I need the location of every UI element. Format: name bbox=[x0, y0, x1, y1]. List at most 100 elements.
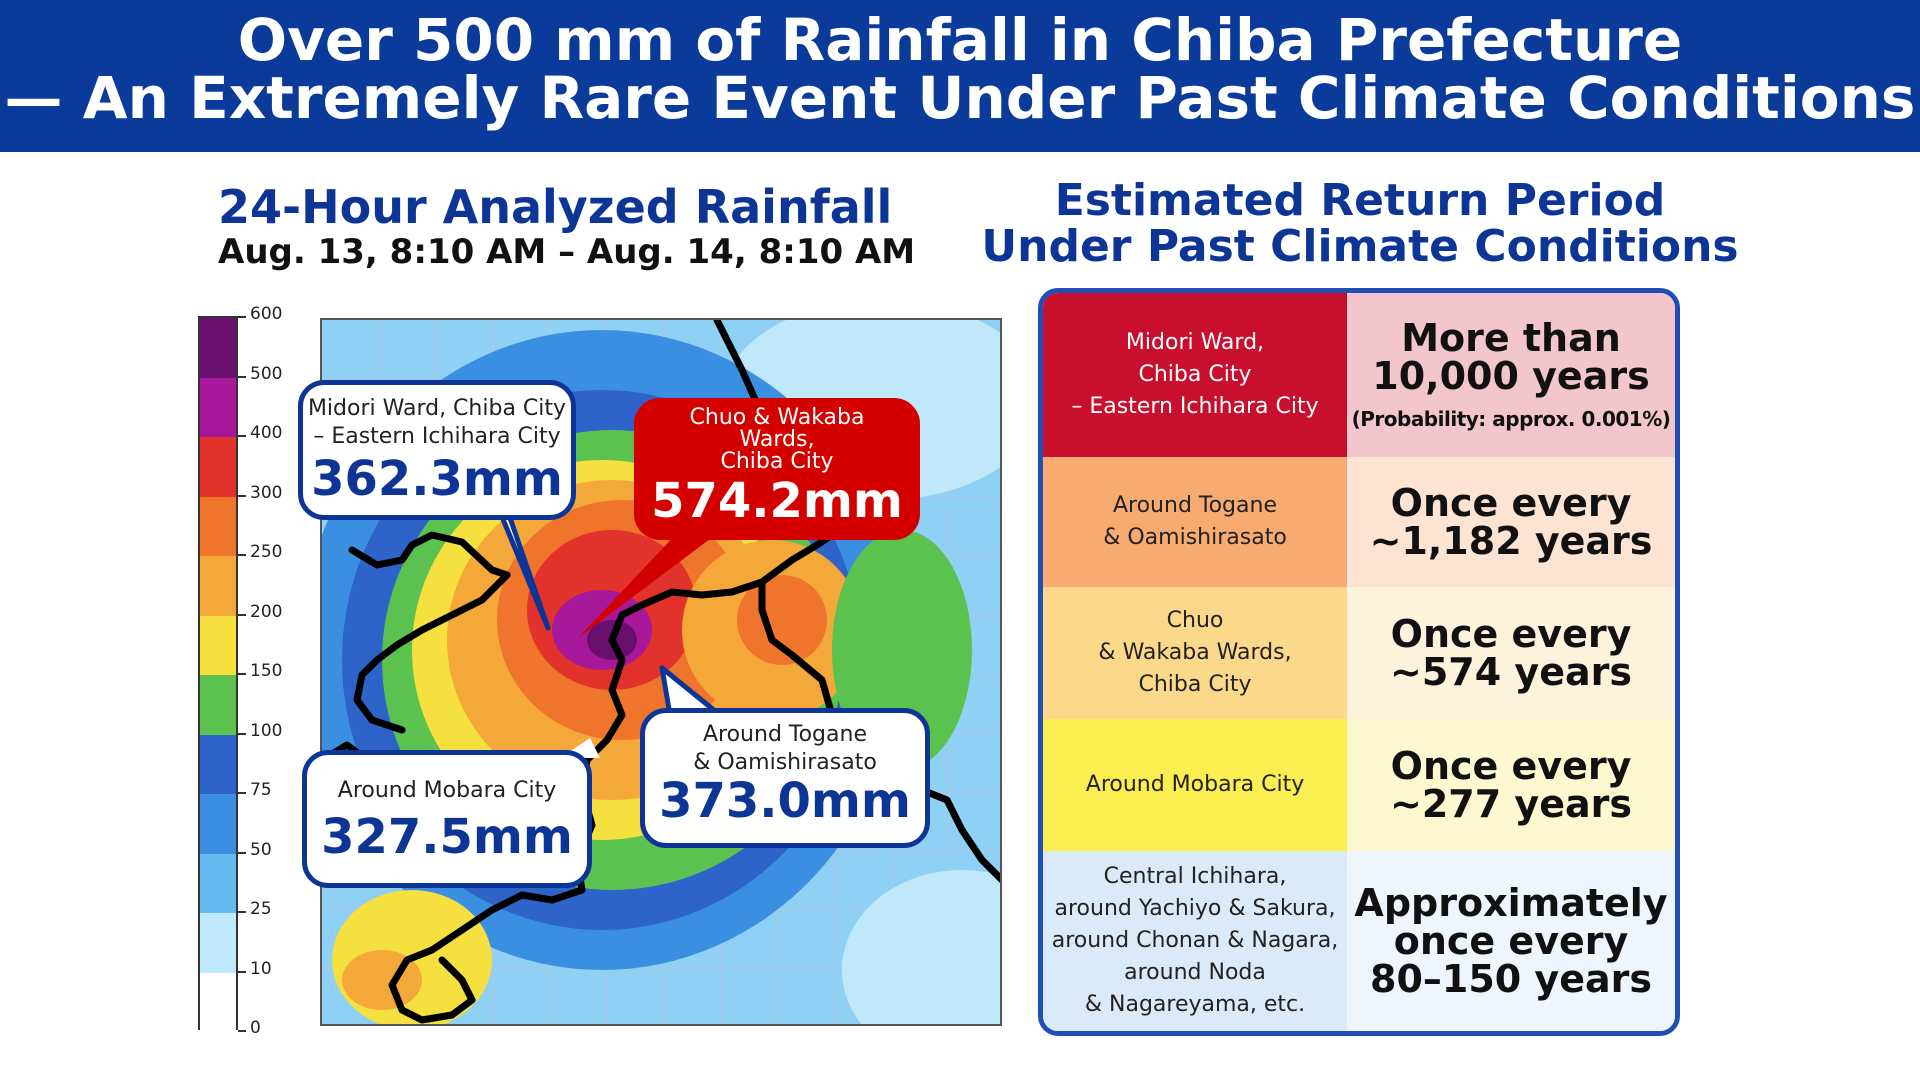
return-period-value: Once every ~277 years bbox=[1347, 719, 1675, 851]
colorbar-label: 400 bbox=[250, 423, 283, 443]
period-line: ~574 years bbox=[1390, 650, 1632, 694]
period-line: Approximately bbox=[1354, 881, 1668, 925]
callout-mobara-value: 327.5mm bbox=[321, 809, 573, 865]
callout-mobara-line1: Around Mobara City bbox=[337, 778, 557, 803]
colorbar-tick bbox=[238, 554, 246, 556]
colorbar-segment bbox=[200, 734, 236, 795]
callout-togane-line1: Around Togane bbox=[702, 722, 867, 747]
period-line: ~1,182 years bbox=[1369, 519, 1653, 563]
colorbar-tick bbox=[238, 316, 246, 318]
colorbar-label: 500 bbox=[250, 363, 283, 384]
region-line: & Oamishirasato bbox=[1103, 525, 1287, 550]
region-line: Central Ichihara, bbox=[1103, 864, 1287, 889]
callout-chuo: Chuo & Wakaba Wards, Chiba City 574.2mm bbox=[634, 398, 920, 540]
return-period-region: Chuo & Wakaba Wards, Chiba City bbox=[1043, 587, 1347, 719]
return-period-value: Once every ~1,182 years bbox=[1347, 457, 1675, 587]
period-line: ~277 years bbox=[1390, 782, 1632, 826]
period-line: Once every bbox=[1390, 744, 1632, 788]
return-period-table: Midori Ward, Chiba City – Eastern Ichihara… bbox=[1038, 288, 1680, 1036]
colorbar-label: 250 bbox=[250, 542, 283, 562]
period-line: 80–150 years bbox=[1370, 957, 1652, 1001]
header-title-line2: — An Extremely Rare Event Under Past Cli… bbox=[4, 64, 1916, 132]
colorbar-segment bbox=[200, 972, 236, 1033]
return-period-row: Midori Ward, Chiba City – Eastern Ichihara… bbox=[1043, 293, 1675, 457]
return-period-title-line2: Under Past Climate Conditions bbox=[981, 221, 1739, 272]
colorbar-segment bbox=[200, 496, 236, 557]
region-line: around Noda bbox=[1124, 960, 1266, 985]
colorbar-segment bbox=[200, 377, 236, 438]
colorbar-label: 0 bbox=[250, 1018, 261, 1038]
colorbar-label: 100 bbox=[250, 720, 283, 741]
colorbar-tick bbox=[238, 732, 246, 735]
return-period-value: Once every ~574 years bbox=[1347, 587, 1675, 719]
return-period-region: Midori Ward, Chiba City – Eastern Ichihara… bbox=[1043, 293, 1347, 457]
colorbar-tick bbox=[238, 1030, 246, 1032]
header-title-line1: Over 500 mm of Rainfall in Chiba Prefect… bbox=[237, 6, 1683, 74]
colorbar-label: 200 bbox=[250, 601, 283, 622]
period-line: 10,000 years bbox=[1372, 354, 1650, 398]
colorbar-label: 50 bbox=[250, 839, 272, 860]
return-period-value: More than 10,000 years (Probability: appro… bbox=[1347, 293, 1675, 457]
region-line: around Yachiyo & Sakura, bbox=[1054, 896, 1336, 921]
colorbar-tick bbox=[238, 435, 246, 437]
callout-chuo-line2: Wards, bbox=[739, 427, 815, 452]
period-line: More than bbox=[1401, 316, 1621, 360]
callout-chuo-value: 574.2mm bbox=[651, 473, 903, 529]
return-period-region: Around Togane & Oamishirasato bbox=[1043, 457, 1347, 587]
region-line: Around Togane bbox=[1112, 493, 1277, 518]
callout-togane: Around Togane & Oamishirasato 373.0mm bbox=[640, 708, 930, 848]
page-header: Over 500 mm of Rainfall in Chiba Prefect… bbox=[0, 0, 1920, 152]
return-period-row: Chuo & Wakaba Wards, Chiba City Once every ~… bbox=[1043, 587, 1675, 719]
colorbar-tick bbox=[238, 375, 246, 378]
callout-midori-line1: Midori Ward, Chiba City bbox=[307, 396, 567, 421]
colorbar-label: 600 bbox=[250, 304, 283, 324]
region-line: Chiba City bbox=[1138, 362, 1252, 387]
colorbar-label: 25 bbox=[250, 899, 272, 919]
colorbar-segment bbox=[200, 615, 236, 676]
callout-midori-line2: – Eastern Ichihara City bbox=[313, 424, 561, 449]
return-period-title-line1: Estimated Return Period bbox=[1054, 175, 1666, 226]
rainfall-colorbar bbox=[198, 316, 238, 1033]
rainfall-map-title: 24-Hour Analyzed Rainfall bbox=[218, 180, 893, 234]
return-period-value: Approximately once every 80–150 years bbox=[1347, 851, 1675, 1031]
colorbar-label: 75 bbox=[250, 780, 272, 800]
probability-note: (Probability: approx. 0.001%) bbox=[1351, 407, 1671, 431]
colorbar-segment bbox=[200, 675, 236, 735]
colorbar-segment bbox=[200, 913, 236, 973]
callout-midori-value: 362.3mm bbox=[311, 451, 563, 507]
callout-mobara: Around Mobara City 327.5mm bbox=[302, 750, 592, 888]
return-period-region: Around Mobara City bbox=[1043, 719, 1347, 851]
region-line: Chiba City bbox=[1138, 672, 1252, 697]
colorbar-segment bbox=[200, 437, 236, 497]
return-period-row: Central Ichihara, around Yachiyo & Sakura… bbox=[1043, 851, 1675, 1031]
colorbar-tick bbox=[238, 911, 246, 913]
colorbar-label: 150 bbox=[250, 661, 283, 681]
colorbar-label: 300 bbox=[250, 482, 283, 503]
period-line: once every bbox=[1393, 919, 1629, 963]
colorbar-label: 10 bbox=[250, 958, 272, 979]
colorbar-tick bbox=[238, 494, 246, 497]
period-line: Once every bbox=[1390, 612, 1632, 656]
region-line: & Nagareyama, etc. bbox=[1084, 992, 1306, 1017]
callout-togane-line2: & Oamishirasato bbox=[693, 750, 877, 775]
return-period-row: Around Mobara City Once every ~277 years bbox=[1043, 719, 1675, 851]
colorbar-tick bbox=[238, 970, 246, 973]
colorbar-segment bbox=[200, 556, 236, 616]
colorbar-segment bbox=[200, 318, 236, 378]
return-period-row: Around Togane & Oamishirasato Once every ~1… bbox=[1043, 457, 1675, 587]
colorbar-tick bbox=[238, 613, 246, 616]
return-period-title: Estimated Return Period Under Past Clima… bbox=[980, 178, 1740, 270]
colorbar-tick bbox=[238, 673, 246, 675]
region-line: – Eastern Ichihara City bbox=[1071, 394, 1319, 419]
colorbar-tick bbox=[238, 851, 246, 854]
region-line: & Wakaba Wards, bbox=[1098, 640, 1292, 665]
region-line: around Chonan & Nagara, bbox=[1051, 928, 1339, 953]
colorbar-segment bbox=[200, 853, 236, 914]
colorbar-segment bbox=[200, 794, 236, 854]
colorbar-tick bbox=[238, 792, 246, 794]
callout-chuo-line1: Chuo & Wakaba bbox=[689, 405, 865, 430]
rainfall-map-period: Aug. 13, 8:10 AM – Aug. 14, 8:10 AM bbox=[218, 232, 916, 272]
region-line: Chuo bbox=[1166, 608, 1224, 633]
return-period-region: Central Ichihara, around Yachiyo & Sakura… bbox=[1043, 851, 1347, 1031]
period-line: Once every bbox=[1390, 481, 1632, 525]
